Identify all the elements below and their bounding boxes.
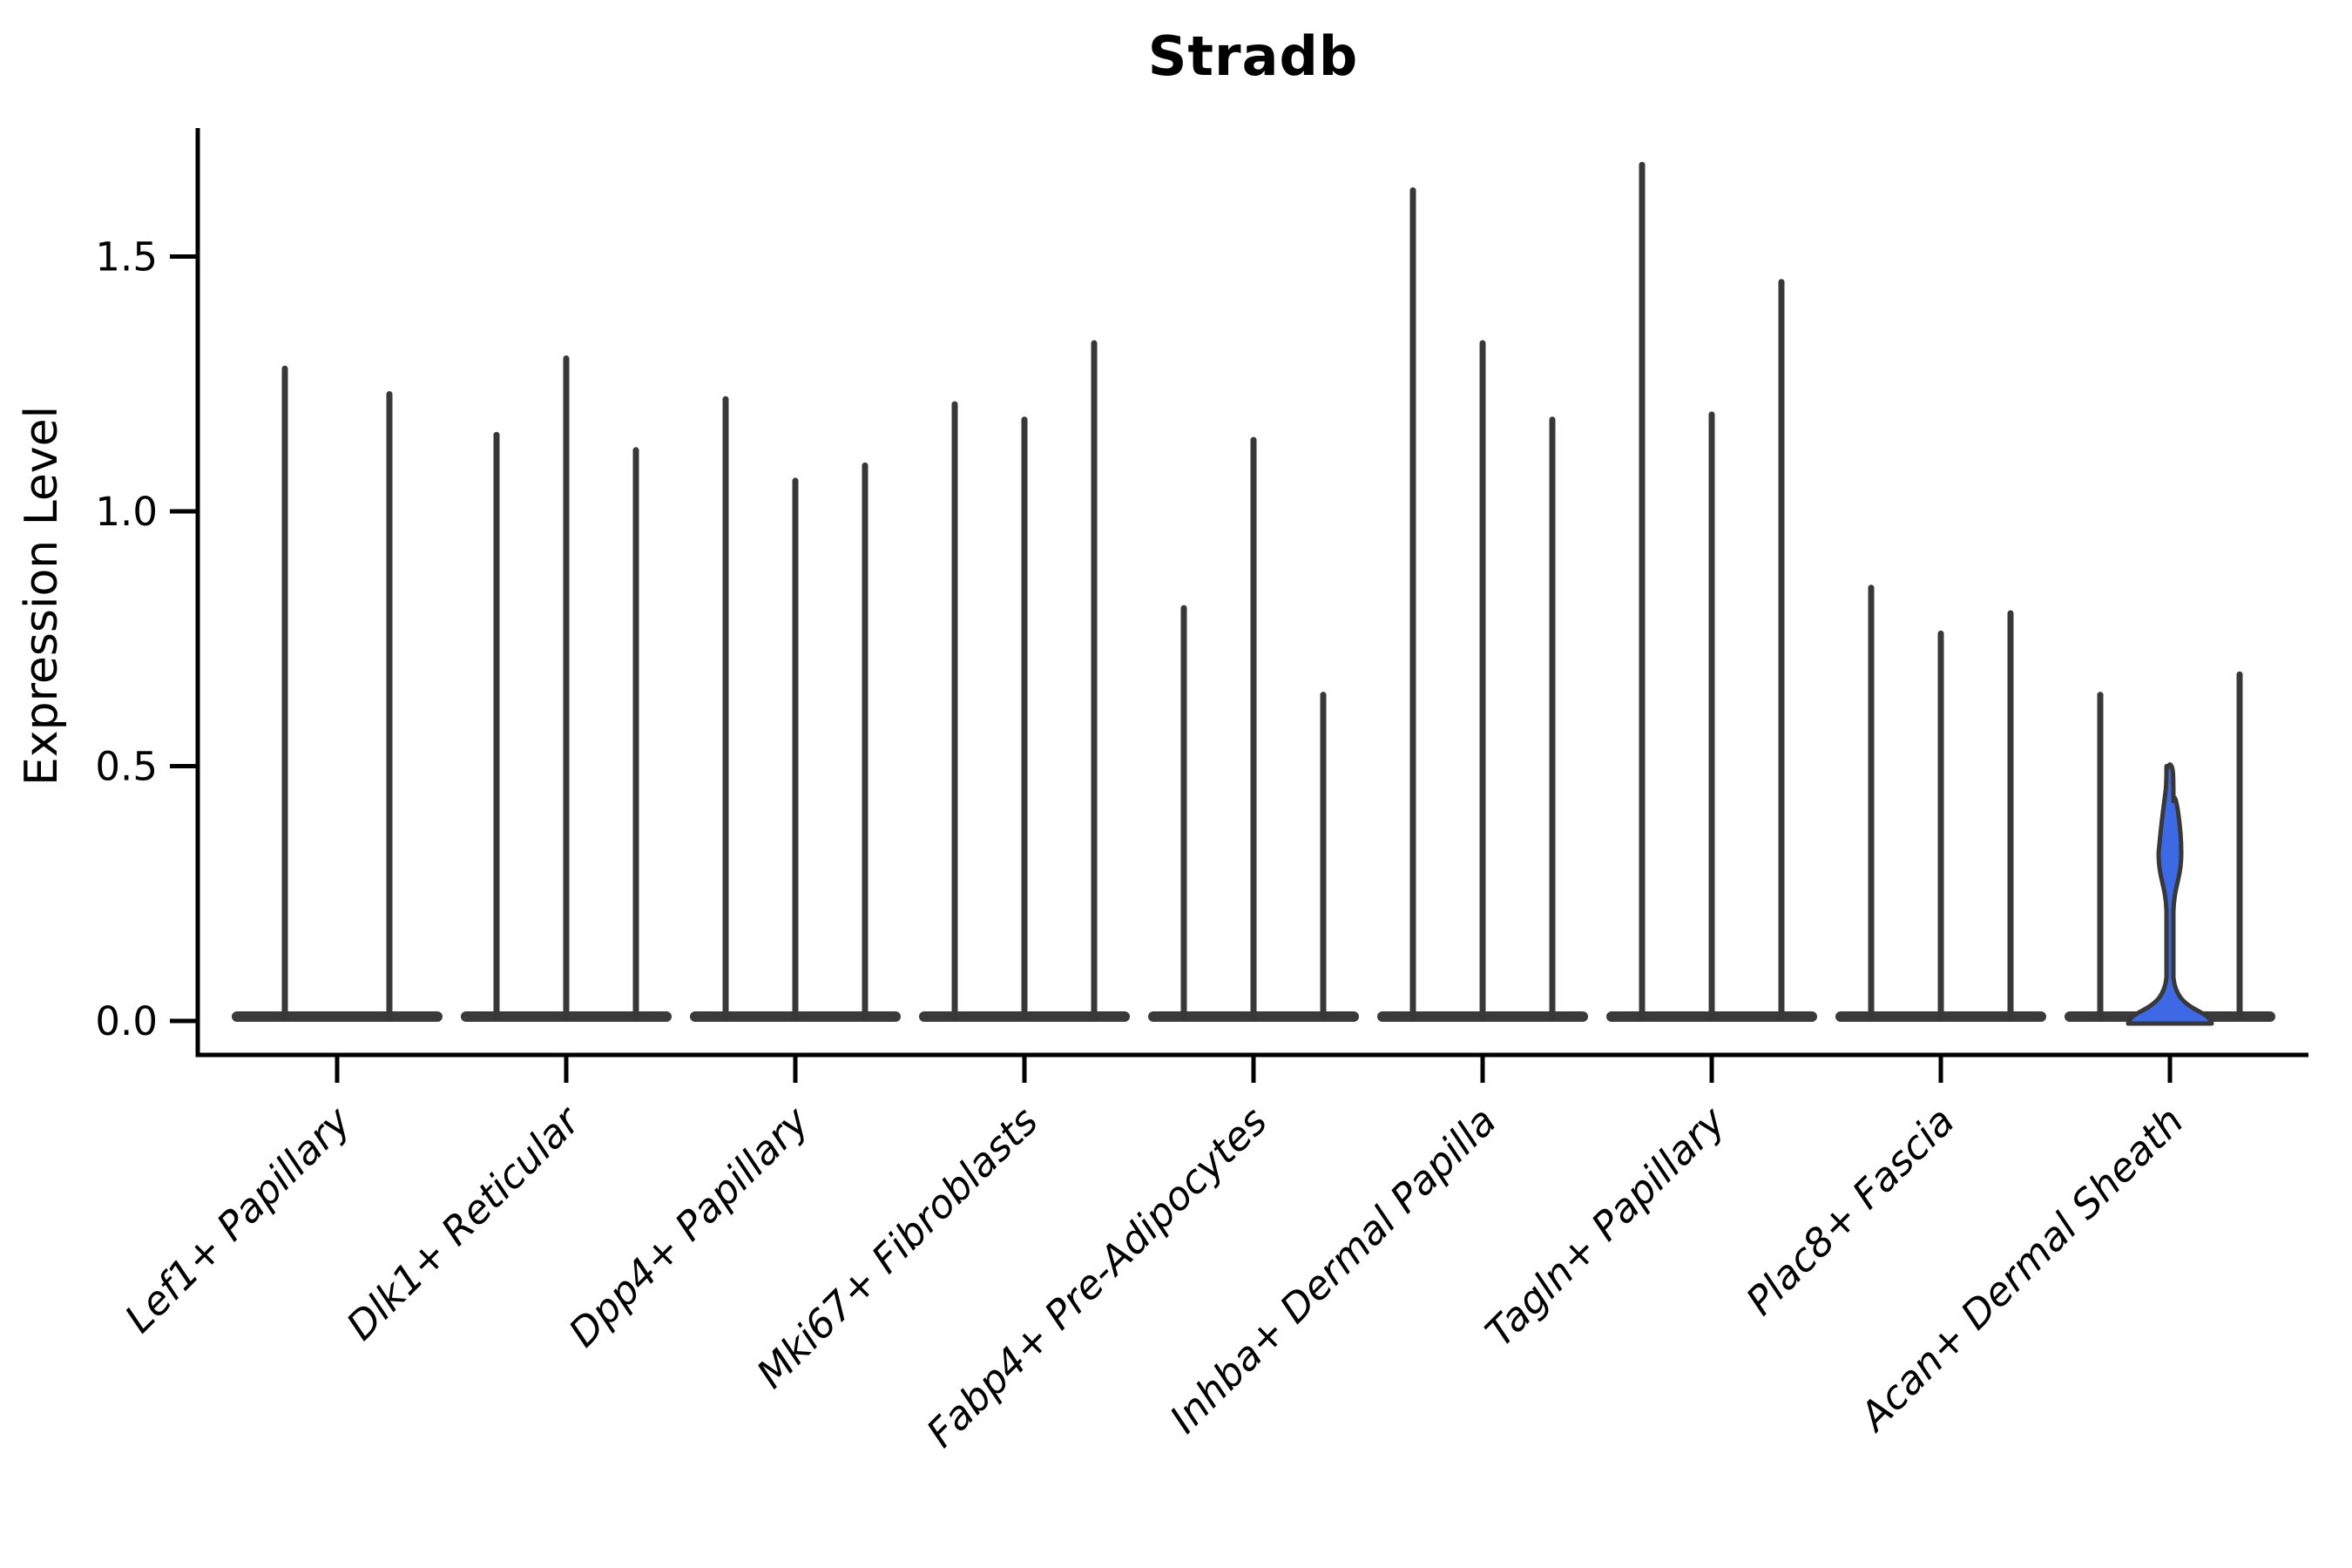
- y-tick-label: 0.5: [95, 744, 158, 790]
- y-tick-label: 0.0: [95, 998, 158, 1044]
- x-tick-label: Dpp4+ Papillary: [560, 1097, 819, 1355]
- violin-base: [232, 1011, 443, 1022]
- y-tick-label: 1.0: [95, 489, 158, 535]
- x-tick-label: Lef1+ Papillary: [116, 1097, 361, 1342]
- x-tick-label: Plac8+ Fascia: [1737, 1098, 1963, 1324]
- highlighted-violin: [2126, 762, 2214, 1026]
- y-tick-label: 1.5: [95, 234, 158, 280]
- x-tick-label: Tagln+ Papillary: [1477, 1097, 1735, 1355]
- chart-title: Stradb: [1147, 24, 1359, 88]
- x-tick-label: Dlk1+ Reticular: [337, 1097, 590, 1349]
